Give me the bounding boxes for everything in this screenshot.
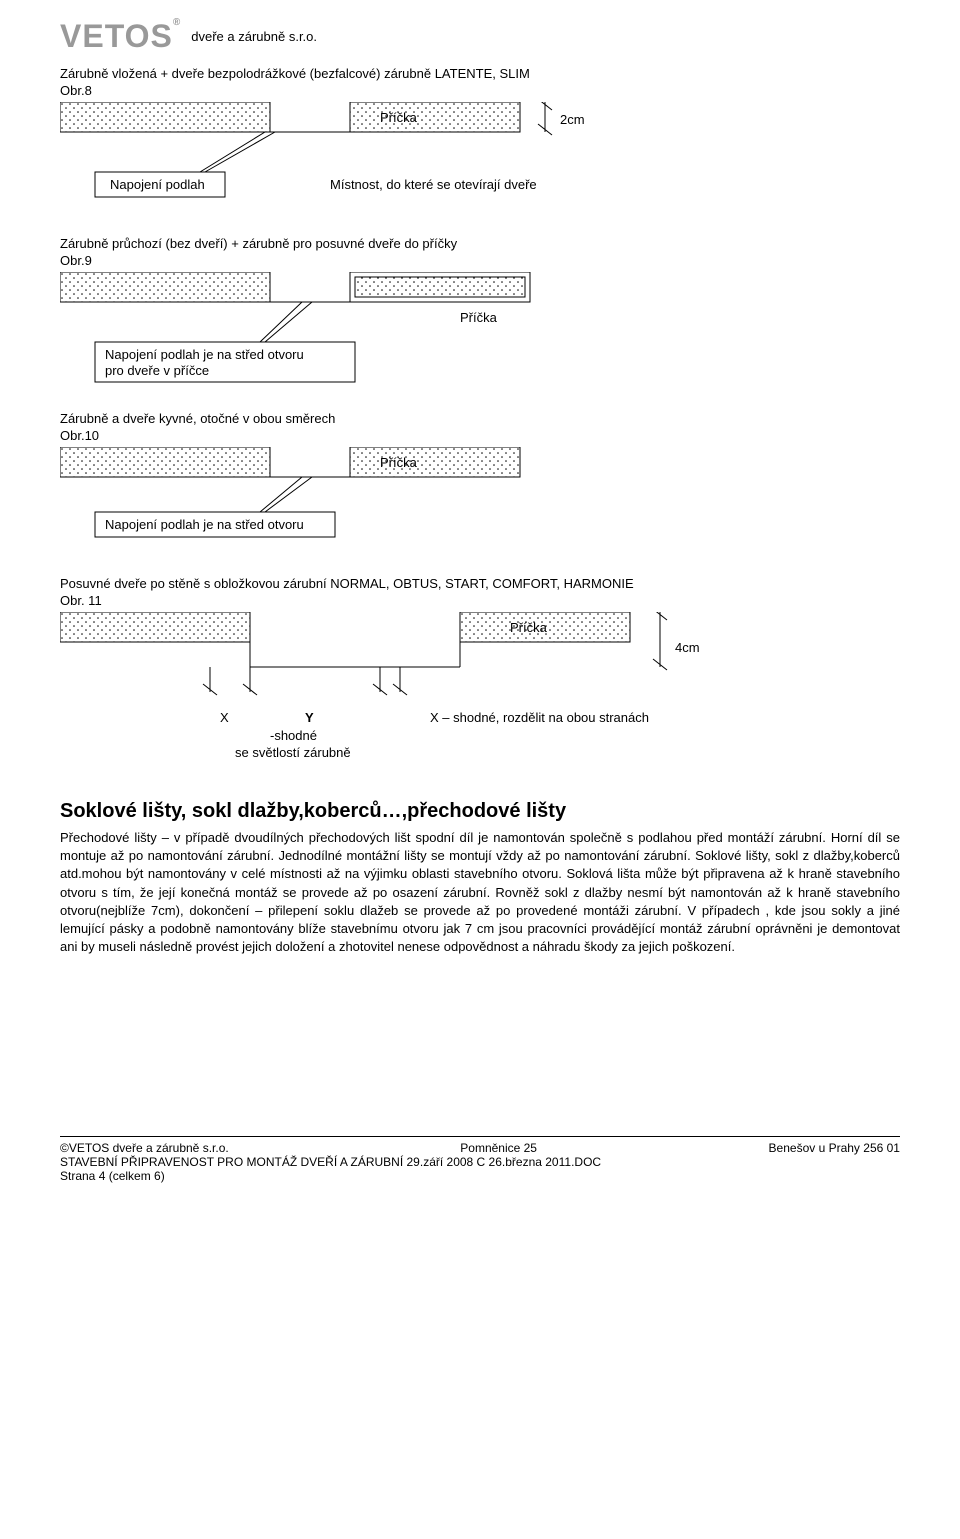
diagram-obr8: Příčka 2cm Napojení podlah Místnost, do … [60,102,900,222]
header-subtitle: dveře a zárubně s.r.o. [191,29,317,44]
svg-text:X – shodné, rozdělit na obou s: X – shodné, rozdělit na obou stranách [430,710,649,725]
section10-title: Zárubně a dveře kyvné, otočné v obou smě… [60,411,900,426]
footer-center: Pomněnice 25 [460,1141,537,1155]
diagram-obr9: Příčka Napojení podlah je na střed otvor… [60,272,900,397]
section11-title: Posuvné dveře po stěně s obložkovou záru… [60,576,900,591]
section8-obr: Obr.8 [60,83,900,98]
logo-text: VETOS [60,18,173,54]
footer-line2: STAVEBNÍ PŘIPRAVENOST PRO MONTÁŽ DVEŘÍ A… [60,1155,900,1169]
page-header: VETOS® dveře a zárubně s.r.o. [60,20,900,52]
footer-line3: Strana 4 (celkem 6) [60,1169,900,1183]
diagram-obr11: Příčka 4cm X Y -shodné se světlostí záru… [60,612,900,782]
section10-obr: Obr.10 [60,428,900,443]
soklove-heading: Soklové lišty, sokl dlažby,koberců…,přec… [60,800,900,823]
section9-obr: Obr.9 [60,253,900,268]
section11-obr: Obr. 11 [60,593,900,608]
svg-text:Místnost, do které se otevíraj: Místnost, do které se otevírají dveře [330,177,537,192]
svg-text:Napojení podlah je na střed ot: Napojení podlah je na střed otvoru [105,517,304,532]
svg-text:pro dveře v příčce: pro dveře v příčce [105,363,209,378]
svg-text:Příčka: Příčka [380,455,418,470]
svg-text:Napojení podlah: Napojení podlah [110,177,205,192]
section8-title: Zárubně vložená + dveře bezpolodrážkové … [60,66,900,81]
svg-text:4cm: 4cm [675,640,700,655]
diagram-obr10: Příčka Napojení podlah je na střed otvor… [60,447,900,562]
logo-reg: ® [173,17,181,28]
svg-text:Příčka: Příčka [510,620,548,635]
svg-text:Příčka: Příčka [460,310,498,325]
svg-text:Y: Y [305,710,314,725]
svg-text:X: X [220,710,229,725]
footer-right: Benešov u Prahy 256 01 [769,1141,900,1155]
footer-left: ©VETOS dveře a zárubně s.r.o. [60,1141,229,1155]
svg-text:-shodné: -shodné [270,728,317,743]
svg-text:2cm: 2cm [560,112,585,127]
section9-title: Zárubně průchozí (bez dveří) + zárubně p… [60,236,900,251]
soklove-paragraph: Přechodové lišty – v případě dvoudílných… [60,829,900,956]
svg-text:Příčka: Příčka [380,110,418,125]
svg-text:se světlostí zárubně: se světlostí zárubně [235,745,351,760]
svg-text:Napojení podlah je na střed ot: Napojení podlah je na střed otvoru [105,347,304,362]
page-footer: ©VETOS dveře a zárubně s.r.o. Pomněnice … [60,1136,900,1183]
logo: VETOS® [60,20,181,52]
